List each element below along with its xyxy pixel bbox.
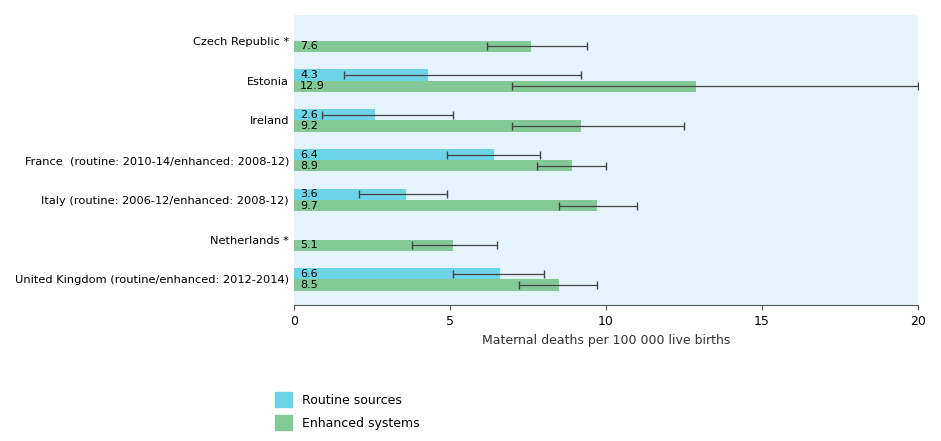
Text: 2.6: 2.6 bbox=[300, 110, 318, 120]
Bar bbox=[294, 149, 494, 160]
X-axis label: Maternal deaths per 100 000 live births: Maternal deaths per 100 000 live births bbox=[482, 334, 730, 347]
Bar bbox=[294, 109, 375, 120]
Bar bbox=[294, 189, 407, 200]
Text: 9.7: 9.7 bbox=[300, 201, 318, 210]
Bar bbox=[294, 120, 581, 131]
Text: 4.3: 4.3 bbox=[300, 70, 318, 80]
Bar bbox=[294, 81, 696, 92]
Text: 7.6: 7.6 bbox=[300, 41, 318, 52]
Bar bbox=[294, 269, 500, 280]
Text: 8.9: 8.9 bbox=[300, 161, 318, 171]
Text: 9.2: 9.2 bbox=[300, 121, 318, 131]
Bar bbox=[294, 41, 531, 52]
Text: 6.6: 6.6 bbox=[300, 269, 318, 279]
Text: 3.6: 3.6 bbox=[300, 189, 318, 199]
Legend: Routine sources, Enhanced systems: Routine sources, Enhanced systems bbox=[270, 387, 424, 435]
Text: 6.4: 6.4 bbox=[300, 149, 318, 160]
Bar bbox=[294, 160, 571, 171]
Bar bbox=[294, 200, 597, 211]
Bar bbox=[294, 240, 453, 251]
Text: 8.5: 8.5 bbox=[300, 280, 318, 290]
Text: 12.9: 12.9 bbox=[300, 81, 325, 91]
Bar bbox=[294, 70, 428, 81]
Text: 5.1: 5.1 bbox=[300, 240, 318, 250]
Bar bbox=[294, 280, 559, 291]
